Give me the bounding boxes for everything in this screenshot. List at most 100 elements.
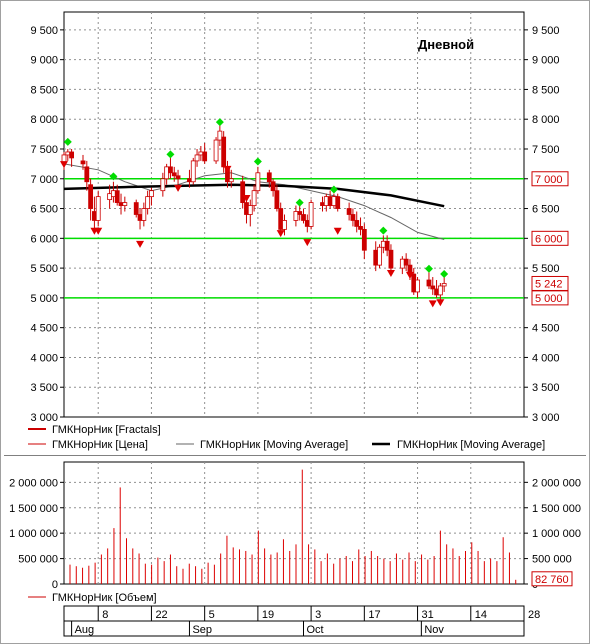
candle-body (202, 151, 208, 162)
legend-item-ma-thin[interactable]: ГМКНорНик [Moving Average] (200, 439, 348, 451)
fractal-down-marker (303, 239, 312, 247)
candle-body (274, 190, 280, 209)
candle-body (190, 160, 196, 183)
fractal-up-marker (295, 198, 304, 207)
candle-body (198, 151, 204, 156)
candle-body (164, 166, 170, 180)
candle-body (168, 166, 173, 174)
candle-body (251, 190, 257, 206)
volume-panel: 0 500 000 1 000 000 1 500 000 2 000 000 0 500… (9, 461, 581, 591)
fractal-down-marker (386, 270, 395, 278)
price-tick-label-left: 8 000 (30, 114, 58, 126)
candle-body (213, 139, 219, 162)
candle-body (95, 196, 101, 221)
candle-body (187, 178, 192, 183)
price-tick-label-left: 5 000 (30, 293, 58, 305)
fractal-markers (60, 118, 449, 308)
candle-body (266, 172, 272, 183)
price-tick-label-right: 9 500 (532, 25, 560, 37)
price-tick-label-right: 4 000 (532, 352, 560, 364)
fractal-down-marker (94, 227, 103, 235)
candle-body (141, 208, 147, 221)
price-tick-label-left: 7 000 (30, 174, 58, 186)
price-tick-label-left: 8 500 (30, 84, 58, 96)
fractal-up-marker (424, 264, 433, 273)
fractal-up-marker (440, 270, 449, 279)
volume-value-labels: 82 760 (531, 571, 573, 587)
volume-grid (64, 462, 524, 584)
candle-body (114, 190, 120, 203)
price-tick-label-left: 5 500 (30, 263, 58, 275)
volume-last-label: 82 760 (535, 574, 569, 586)
price-tick-label-right: 4 500 (532, 323, 560, 335)
x-day-label: 5 (209, 609, 215, 621)
price-tick-label-left: 6 500 (30, 204, 58, 216)
candle-body (358, 226, 363, 230)
candle-body (399, 258, 405, 269)
candle-body (247, 205, 253, 215)
candle-body (384, 240, 390, 251)
level-label: 6 000 (535, 233, 563, 245)
candle-body (301, 214, 306, 221)
fractal-down-marker (223, 165, 232, 173)
level-label-box (531, 171, 569, 187)
price-tick-label-left: 3 000 (30, 412, 58, 424)
volume-tick-label-right: 1 000 000 (532, 528, 581, 540)
candle-body (441, 283, 447, 287)
price-y-axis-left: 3 000 3 500 4 000 4 500 5 000 5 500 6 000 6 500… (30, 25, 64, 424)
legend-item-fractals[interactable]: ГМКНорНик [Fractals] (52, 424, 161, 436)
volume-legend[interactable]: ГМКНорНик [Объем] (28, 592, 157, 604)
horizontal-levels (64, 178, 524, 299)
fractal-down-marker (405, 271, 414, 279)
candle-body (323, 196, 329, 206)
volume-tick-label-right: 2 000 000 (532, 477, 581, 489)
candle-body (377, 246, 382, 266)
fractal-up-marker (253, 157, 262, 166)
candle-body (430, 285, 436, 290)
x-month-label: Nov (424, 624, 444, 636)
candle-body (308, 202, 314, 227)
x-axis: 8 22 5 19 3 17 31 14 28 Aug Sep Oct Nov (63, 605, 540, 637)
price-tick-label-left: 9 000 (30, 55, 58, 67)
candle-body (217, 130, 223, 141)
x-day-label: 19 (262, 609, 274, 621)
candle-body (388, 249, 394, 269)
price-tick-label-left: 4 500 (30, 323, 58, 335)
candle-body (111, 190, 116, 198)
price-value-labels: 7 000 6 000 5 000 5 242 (531, 171, 569, 306)
volume-tick-label-right: 500 000 (532, 554, 572, 566)
fractal-up-marker (215, 118, 224, 127)
candle-body (335, 196, 341, 209)
legend-item-volume[interactable]: ГМКНорНик [Объем] (52, 592, 157, 604)
candle-body (354, 220, 360, 227)
candle-body (411, 273, 417, 293)
candle-body (160, 178, 166, 192)
volume-tick-label-left: 500 000 (18, 554, 58, 566)
candle-body (282, 220, 287, 230)
candle-body (293, 211, 299, 221)
candle-body (240, 181, 246, 203)
legend-item-ma-thick[interactable]: ГМКНорНик [Moving Average] (397, 439, 545, 451)
price-tick-label-left: 3 500 (30, 382, 58, 394)
price-tick-label-left: 4 000 (30, 352, 58, 364)
level-label: 5 000 (535, 293, 563, 305)
candle-body (320, 202, 325, 206)
legend-item-price[interactable]: ГМКНорНик [Цена] (52, 439, 148, 451)
x-month-label: Aug (75, 624, 95, 636)
candle-body (304, 220, 310, 227)
volume-tick-label-left: 2 000 000 (9, 477, 58, 489)
price-tick-label-right: 8 500 (532, 84, 560, 96)
candle-body (149, 190, 154, 198)
fractal-down-marker (174, 184, 183, 192)
fractal-up-marker (379, 226, 388, 235)
legend[interactable]: ГМКНорНик [Fractals] ГМКНорНик [Цена] ГМ… (28, 424, 545, 451)
candle-body (327, 196, 333, 206)
candle-body (145, 196, 151, 209)
candle-body (437, 285, 443, 296)
candle-body (133, 202, 139, 215)
candle-body (244, 202, 249, 215)
candle-body (426, 279, 432, 287)
fractal-down-marker (242, 195, 251, 203)
volume-bars (69, 469, 517, 584)
